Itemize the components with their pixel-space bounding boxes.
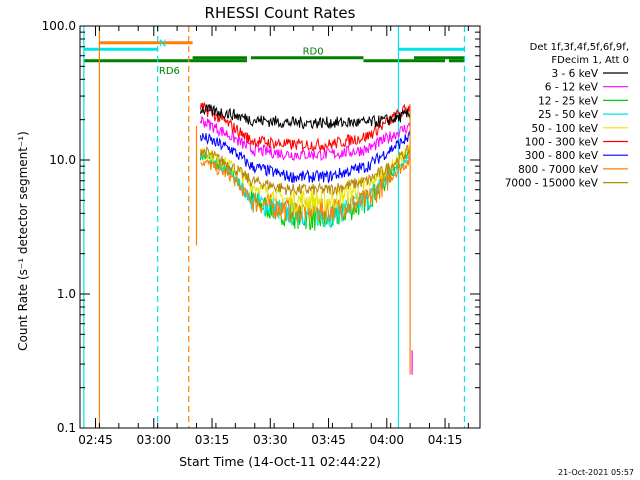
y-tick-label-100-0: 100.0 [42, 19, 76, 33]
legend-label-100-300-kev: 100 - 300 keV [525, 137, 599, 149]
x-axis-label: Start Time (14-Oct-11 02:44:22) [179, 454, 381, 469]
series-line-300-800-kev [199, 130, 411, 184]
chart-title: RHESSI Count Rates [205, 4, 356, 22]
x-tick-label-04-00: 04:00 [369, 433, 404, 447]
legend-label-3-6-kev: 3 - 6 keV [551, 68, 598, 80]
legend-label-6-12-kev: 6 - 12 keV [545, 82, 599, 94]
axes: 0.1 1.0 10.0 100.0 02:45 03:00 03:15 03:30 03:45… [42, 19, 481, 447]
series-line-50-100-kev [199, 144, 411, 214]
legend-label-7000-15000-kev: 7000 - 15000 keV [505, 178, 599, 190]
x-tick-label-02-45: 02:45 [78, 433, 113, 447]
legend-label-800-7000-kev: 800 - 7000 keV [518, 164, 599, 176]
data-spikes [195, 106, 413, 375]
legend-label-12-25-kev: 12 - 25 keV [538, 95, 599, 107]
flag-bar-label-n: N [159, 38, 166, 49]
legend-header-line-2: FDecim 1, Att 0 [551, 55, 629, 66]
legend-header-line-1: Det 1f,3f,4f,5f,6f,9f, [530, 42, 629, 53]
plot-frame [79, 25, 481, 429]
legend-label-50-100-kev: 50 - 100 keV [531, 123, 598, 135]
series-line-800-7000-kev [200, 154, 411, 223]
vertical-marker-lines [83, 26, 466, 428]
y-tick-label-0-1: 0.1 [57, 421, 76, 435]
data-series [199, 101, 411, 231]
flag-bars: N RD0 RD6 [83, 38, 465, 77]
series-line-6-12-kev [199, 115, 411, 162]
x-tick-label-03-15: 03:15 [195, 433, 230, 447]
x-tick-label-03-45: 03:45 [311, 433, 346, 447]
y-tick-label-1-0: 1.0 [57, 287, 76, 301]
footer-date: 21-Oct-2021 05:57 [558, 468, 634, 477]
series-line-3-6-kev [199, 103, 411, 130]
y-axis-label: Count Rate (s⁻¹ detector segment⁻¹) [16, 131, 30, 351]
legend-label-25-50-kev: 25 - 50 keV [538, 109, 599, 121]
flag-bar-label-rd0: RD0 [303, 47, 324, 58]
flag-bar-label-rd6: RD6 [159, 66, 180, 77]
x-tick-label-04-15: 04:15 [428, 433, 463, 447]
x-tick-label-03-30: 03:30 [253, 433, 288, 447]
series-line-7000-15000-kev [199, 144, 411, 197]
y-tick-label-10-0: 10.0 [49, 153, 76, 167]
x-tick-label-03-00: 03:00 [136, 433, 171, 447]
legend-label-300-800-kev: 300 - 800 keV [525, 150, 599, 162]
